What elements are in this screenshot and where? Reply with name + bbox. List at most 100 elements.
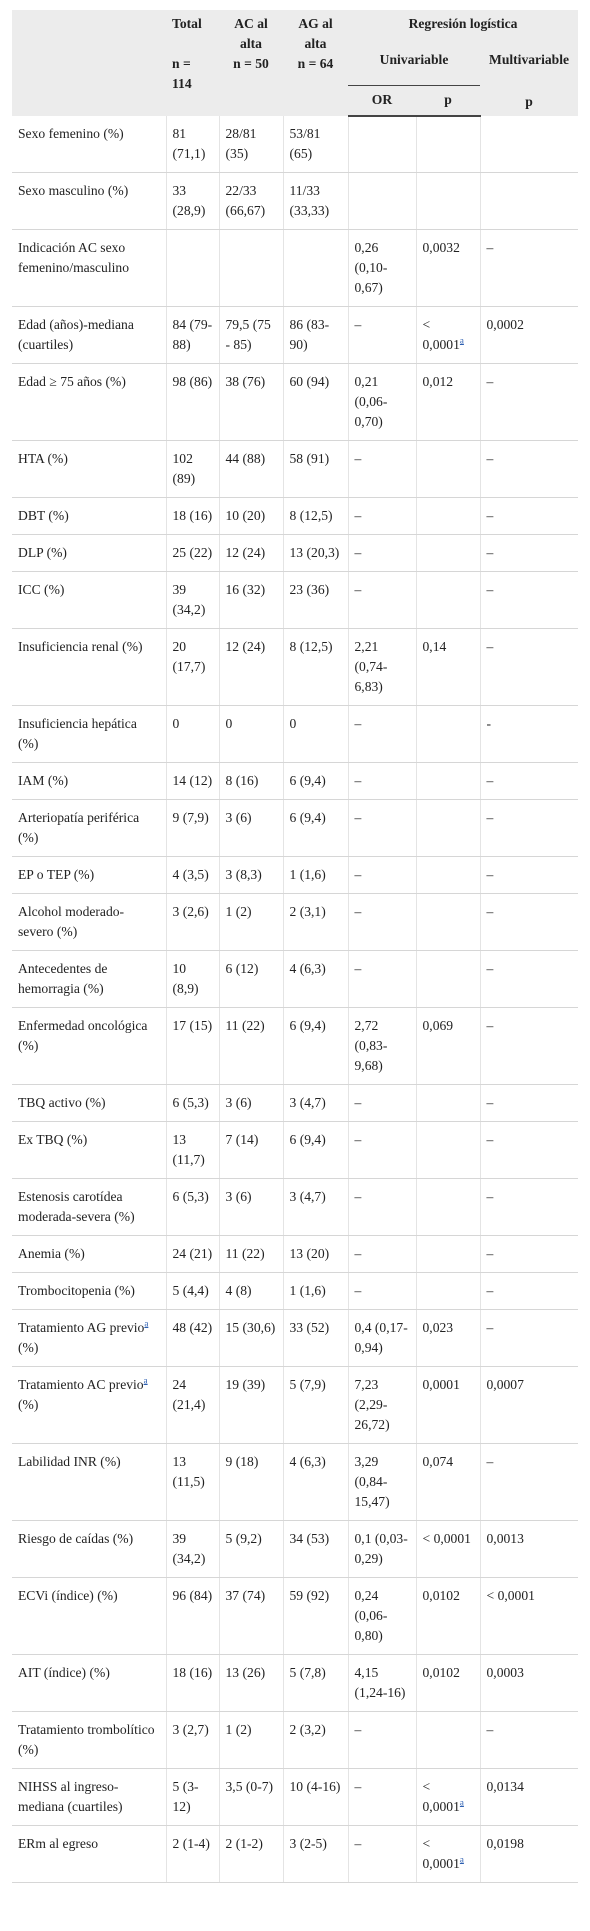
value-cell: – (348, 1235, 417, 1273)
cell-text: 2 (1-4) (172, 1836, 210, 1851)
table-row: Insuficiencia hepática (%) 0 0 0 – - (12, 705, 579, 763)
cell-text: – (486, 773, 494, 788)
cell-text: 0,0013 (486, 1531, 524, 1546)
value-cell: 98 (86) (166, 363, 220, 441)
value-cell (416, 856, 481, 894)
cell-text: – (486, 374, 494, 389)
footnote-link[interactable]: a (459, 335, 464, 346)
footnote-link[interactable]: a (143, 1375, 148, 1386)
value-cell: 33 (52) (283, 1309, 349, 1367)
cell-text: DBT (%) (18, 508, 69, 523)
cell-text: 34 (53) (289, 1531, 330, 1546)
table-row: Ex TBQ (%) 13 (11,7) 7 (14) 6 (9,4) – – (12, 1121, 579, 1179)
value-cell: 0,0032 (416, 229, 481, 307)
cell-text: 3,29 (0,84-15,47) (354, 1454, 390, 1509)
cell-text: 4,15 (1,24-16) (354, 1665, 406, 1700)
row-label-cell: Anemia (%) (12, 1235, 167, 1273)
cell-text: 0,012 (422, 374, 454, 389)
cell-text: 0,0001 (422, 1377, 460, 1392)
cell-text: < 0,0001 (422, 1836, 460, 1871)
header-text: Total (172, 16, 202, 31)
cell-text: 17 (15) (172, 1018, 213, 1033)
cell-text: 1 (2) (225, 904, 252, 919)
cell-text: Insuficiencia hepática (%) (18, 716, 137, 751)
value-cell: 9 (7,9) (166, 799, 220, 857)
cell-text: < 0,0001 (486, 1588, 535, 1603)
cell-text: Sexo femenino (%) (18, 126, 124, 141)
cell-text: 37 (74) (225, 1588, 266, 1603)
value-cell: 0,26 (0,10-0,67) (348, 229, 417, 307)
value-cell: – (480, 1121, 579, 1179)
value-cell (416, 762, 481, 800)
value-cell (416, 1084, 481, 1122)
cell-text: 3 (6) (225, 1189, 252, 1204)
cell-text: 7,23 (2,29-26,72) (354, 1377, 390, 1432)
cell-text: 39 (34,2) (172, 582, 206, 617)
cell-text: – (486, 1246, 494, 1261)
cell-text: 3 (4,7) (289, 1189, 326, 1204)
row-label-cell: IAM (%) (12, 762, 167, 800)
footnote-link[interactable]: a (144, 1318, 149, 1329)
value-cell (416, 1272, 481, 1310)
value-cell: 12 (24) (219, 534, 284, 572)
cell-text: – (354, 1189, 362, 1204)
cell-text: 6 (5,3) (172, 1095, 209, 1110)
value-cell: 15 (30,6) (219, 1309, 284, 1367)
value-cell: 0 (283, 705, 349, 763)
cell-text: Riesgo de caídas (%) (18, 1531, 134, 1546)
value-cell (416, 497, 481, 535)
cell-text: 11 (22) (225, 1018, 265, 1033)
table-row: Trombocitopenia (%) 5 (4,4) 4 (8) 1 (1,6) – – (12, 1272, 579, 1310)
value-cell: 5 (9,2) (219, 1520, 284, 1578)
value-cell: 0,0002 (480, 306, 579, 364)
header-text: OR (371, 92, 393, 108)
value-cell: – (348, 571, 417, 629)
data-table: Total n = 114 AC al alta n = 50 AG al alta… (12, 10, 579, 1883)
cell-text: 11 (22) (225, 1246, 265, 1261)
footnote-link[interactable]: a (459, 1854, 464, 1865)
footnote-ref: a (144, 1375, 148, 1385)
header-text: Univariable (379, 52, 449, 67)
value-cell: - (480, 705, 579, 763)
cell-text: - (486, 716, 492, 731)
value-cell: 13 (26) (219, 1654, 284, 1712)
value-cell: 3 (4,7) (283, 1084, 349, 1122)
value-cell: 58 (91) (283, 440, 349, 498)
value-cell: 44 (88) (219, 440, 284, 498)
cell-text: – (354, 582, 362, 597)
cell-text: – (486, 639, 494, 654)
cell-text: – (354, 810, 362, 825)
value-cell: < 0,0001a (416, 1768, 481, 1826)
value-cell: 0,0013 (480, 1520, 579, 1578)
row-label-cell: TBQ activo (%) (12, 1084, 167, 1122)
cell-text: (%) (18, 1340, 39, 1355)
row-label-cell: EP o TEP (%) (12, 856, 167, 894)
cell-text: 0,4 (0,17-0,94) (354, 1320, 408, 1355)
value-cell: 0,074 (416, 1443, 481, 1521)
cell-text: 22/33 (66,67) (225, 183, 266, 218)
cell-text: 3 (4,7) (289, 1095, 326, 1110)
cell-text: 4 (8) (225, 1283, 252, 1298)
cell-text: – (486, 1320, 494, 1335)
value-cell: 34 (53) (283, 1520, 349, 1578)
cell-text: 5 (3-12) (172, 1779, 199, 1814)
value-cell: < 0,0001a (416, 1825, 481, 1883)
row-label-cell: Estenosis carotídea moderada-severa (%) (12, 1178, 167, 1236)
header-cell: Regresión logística (348, 10, 579, 46)
cell-text: Ex TBQ (%) (18, 1132, 88, 1147)
footnote-link[interactable]: a (459, 1797, 464, 1808)
value-cell: 6 (9,4) (283, 1007, 349, 1085)
value-cell: 1 (1,6) (283, 856, 349, 894)
cell-text: 0,0007 (486, 1377, 524, 1392)
value-cell: 2 (1-4) (166, 1825, 220, 1883)
cell-text: ERm al egreso (18, 1836, 99, 1851)
cell-text: 33 (28,9) (172, 183, 206, 218)
value-cell: – (348, 1272, 417, 1310)
value-cell: 0 (166, 705, 220, 763)
value-cell: 11 (22) (219, 1235, 284, 1273)
cell-text: – (486, 1018, 494, 1033)
cell-text: 6 (9,4) (289, 1018, 326, 1033)
value-cell (480, 172, 579, 230)
table-row: TBQ activo (%) 6 (5,3) 3 (6) 3 (4,7) – – (12, 1084, 579, 1122)
cell-text: – (354, 961, 362, 976)
